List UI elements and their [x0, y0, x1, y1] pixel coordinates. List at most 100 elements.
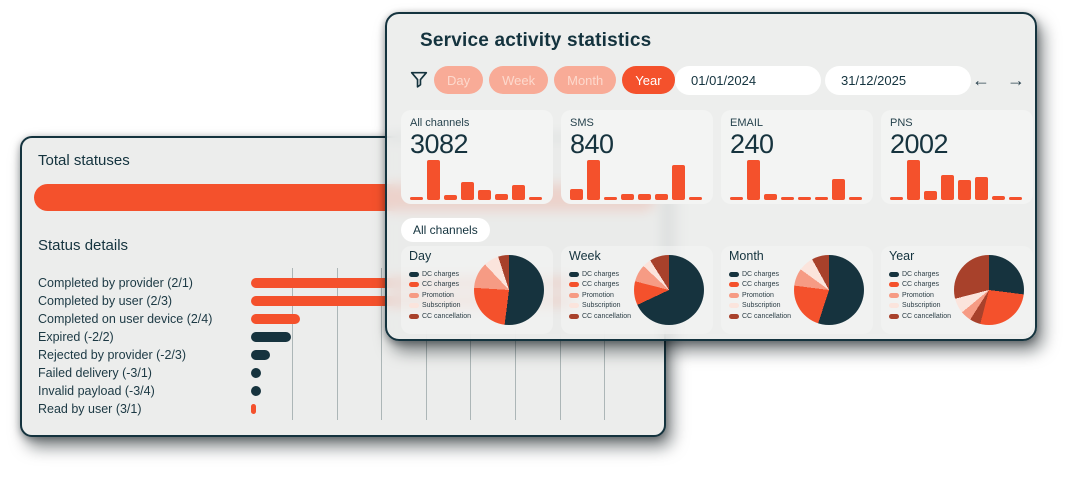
- pie-title: Week: [569, 249, 601, 263]
- legend-item: DC charges: [409, 269, 471, 280]
- mini-bar: [512, 185, 525, 200]
- mini-bar: [689, 197, 702, 200]
- legend-label: Promotion: [742, 291, 774, 299]
- legend-label: CC cancellation: [742, 312, 792, 320]
- filter-pill-month[interactable]: Month: [554, 66, 617, 94]
- legend-item: CC charges: [729, 280, 791, 291]
- mini-bar: [495, 194, 508, 200]
- legend-marker-icon: [569, 282, 579, 288]
- mini-bar: [798, 197, 811, 200]
- status-bar-chart: Completed by provider (2/1) Completed by …: [38, 274, 656, 418]
- filter-funnel-icon[interactable]: [408, 69, 430, 91]
- status-bar: [251, 404, 256, 414]
- stat-mini-bar-chart: [570, 160, 704, 200]
- pie-chart-day: [474, 255, 544, 325]
- pie-title: Month: [729, 249, 764, 263]
- legend-marker-icon: [569, 303, 579, 309]
- legend-marker-icon: [889, 271, 899, 277]
- status-chart-gridline: [470, 268, 472, 420]
- mini-bar: [427, 160, 440, 200]
- mini-bar: [410, 197, 423, 200]
- mini-bar: [604, 197, 617, 200]
- date-to-field[interactable]: 31/12/2025: [825, 66, 971, 95]
- legend-item: Subscription: [409, 301, 471, 312]
- legend-label: DC charges: [902, 270, 939, 278]
- stat-tile-all-channels: All channels 3082: [401, 110, 553, 204]
- status-bar: [251, 368, 261, 378]
- stat-tile-label: All channels: [410, 117, 470, 129]
- status-row: Expired (-2/2): [38, 328, 656, 346]
- legend-item: DC charges: [729, 269, 791, 280]
- legend-item: Promotion: [569, 290, 631, 301]
- mini-bar: [621, 194, 634, 200]
- legend-label: CC charges: [582, 281, 619, 289]
- legend-marker-icon: [569, 313, 579, 319]
- legend-label: Subscription: [902, 302, 941, 310]
- legend-marker-icon: [409, 313, 419, 319]
- next-arrow-icon[interactable]: →: [1007, 70, 1025, 90]
- status-bar: [251, 386, 261, 396]
- pie-chart-week: [634, 255, 704, 325]
- date-to-value: 31/12/2025: [841, 73, 907, 88]
- status-row: Read by user (3/1): [38, 400, 656, 418]
- legend-item: Promotion: [409, 290, 471, 301]
- legend-marker-icon: [729, 282, 739, 288]
- stat-tile-value: 240: [730, 129, 774, 159]
- legend-marker-icon: [569, 292, 579, 298]
- legend-marker-icon: [729, 292, 739, 298]
- legend-marker-icon: [729, 271, 739, 277]
- legend-marker-icon: [409, 271, 419, 277]
- legend-item: CC cancellation: [889, 311, 951, 322]
- legend-label: DC charges: [742, 270, 779, 278]
- legend-item: Promotion: [729, 290, 791, 301]
- legend-marker-icon: [889, 303, 899, 309]
- prev-arrow-icon[interactable]: ←: [972, 70, 990, 90]
- stat-tile-value: 2002: [890, 129, 949, 159]
- legend-marker-icon: [409, 282, 419, 288]
- mini-bar: [890, 197, 903, 200]
- channel-tab-all[interactable]: All channels: [401, 218, 490, 242]
- mini-bar: [587, 160, 600, 200]
- pie-title: Day: [409, 249, 432, 263]
- mini-bar: [924, 191, 937, 200]
- legend-item: DC charges: [889, 269, 951, 280]
- legend-marker-icon: [889, 282, 899, 288]
- legend-marker-icon: [889, 313, 899, 319]
- stat-tile-pns: PNS 2002: [881, 110, 1033, 204]
- pie-legend: DC charges CC charges Promotion Subscriptio…: [409, 269, 471, 322]
- legend-label: Promotion: [902, 291, 934, 299]
- stat-mini-bar-chart: [890, 160, 1024, 200]
- filter-pill-week[interactable]: Week: [489, 66, 549, 94]
- status-label: Completed by user (2/3): [38, 294, 173, 308]
- date-from-field[interactable]: 01/01/2024: [675, 66, 821, 95]
- legend-label: DC charges: [422, 270, 459, 278]
- filter-row: Day Week Month Year 01/01/2024 31/12/2025 ←…: [387, 66, 1035, 96]
- mini-bar: [672, 165, 685, 200]
- pie-panel-day: Day DC charges CC charges Promotion Subscrip…: [401, 246, 553, 334]
- status-chart-gridline: [336, 268, 338, 420]
- status-row: Failed delivery (-3/1): [38, 364, 656, 382]
- mini-bar: [747, 160, 760, 200]
- stat-tile-email: EMAIL 240: [721, 110, 873, 204]
- status-bar: [251, 350, 270, 360]
- filter-pill-day[interactable]: Day: [434, 66, 484, 94]
- legend-item: CC cancellation: [569, 311, 631, 322]
- stat-tile-label: EMAIL: [730, 117, 764, 129]
- mini-bar: [655, 194, 668, 200]
- pie-panel-week: Week DC charges CC charges Promotion Subscri…: [561, 246, 713, 334]
- legend-label: CC charges: [742, 281, 779, 289]
- stat-tile-label: SMS: [570, 117, 594, 129]
- legend-item: DC charges: [569, 269, 631, 280]
- mini-bar: [815, 197, 828, 200]
- status-row: Completed on user device (2/4): [38, 310, 656, 328]
- legend-label: Subscription: [582, 302, 621, 310]
- stat-tile-sms: SMS 840: [561, 110, 713, 204]
- mini-bar: [638, 194, 651, 200]
- filter-pill-year[interactable]: Year: [622, 66, 675, 94]
- status-label: Invalid payload (-3/4): [38, 384, 155, 398]
- status-chart-gridline: [559, 268, 561, 420]
- mini-bar: [444, 195, 457, 200]
- pie-panel-month: Month DC charges CC charges Promotion Subscr…: [721, 246, 873, 334]
- pie-chart-year: [954, 255, 1024, 325]
- mini-bar: [849, 197, 862, 200]
